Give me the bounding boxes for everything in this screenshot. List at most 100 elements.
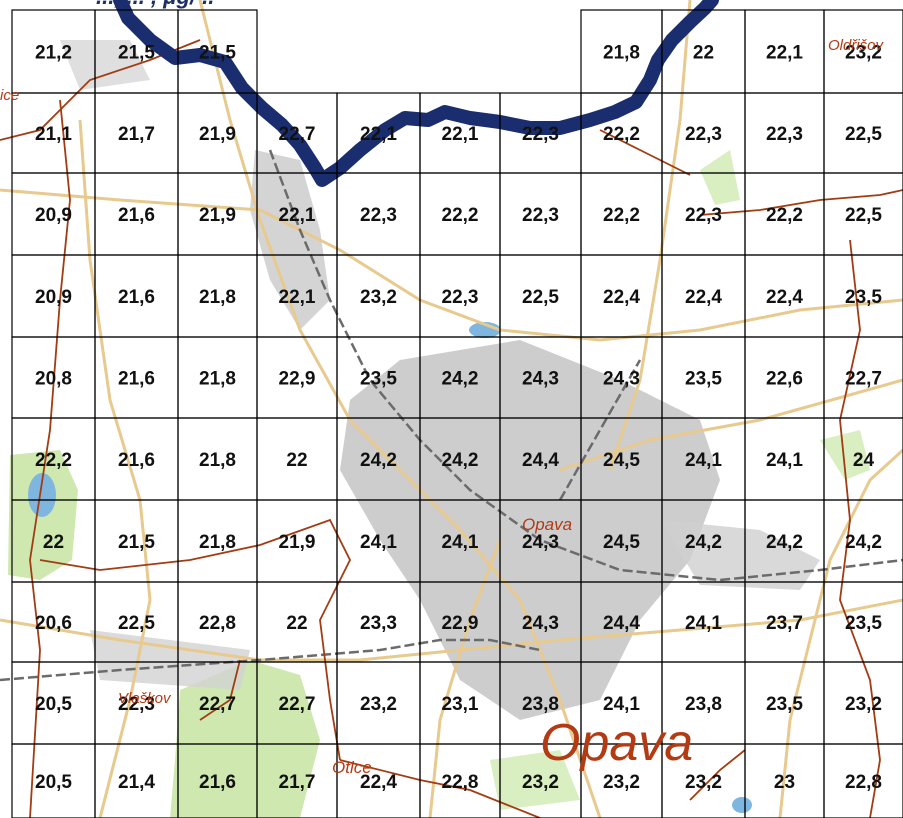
grid-cell-value: 22,1 xyxy=(442,124,479,145)
grid-cell-value: 22,9 xyxy=(279,369,316,390)
header-fragment: ..., ... , μg/ .. xyxy=(96,0,214,9)
grid-cell-value: 22,6 xyxy=(766,369,803,390)
water-bodies xyxy=(28,322,752,813)
grid-cell-value: 21,8 xyxy=(199,287,236,308)
grid-cell-value: 20,9 xyxy=(35,205,72,226)
railway xyxy=(268,149,903,582)
grid-cell-value: 24,2 xyxy=(845,532,882,553)
grid-cell-value: 21,7 xyxy=(279,772,316,793)
grid-cell-value: 21,5 xyxy=(118,532,155,553)
place-label-vlaskov: Vlaškov xyxy=(118,690,172,707)
grid-cell-value: 22 xyxy=(286,613,307,634)
pond xyxy=(28,473,56,517)
railway xyxy=(0,638,541,682)
urban-area xyxy=(660,520,820,590)
grid-cell-value: 21,6 xyxy=(199,772,236,793)
grid-cell-value: 23,5 xyxy=(845,287,882,308)
grid-cell-value: 24,2 xyxy=(442,450,479,471)
grid-cell-value: 22,3 xyxy=(442,287,479,308)
grid-cell-value: 22,1 xyxy=(360,124,397,145)
grid-cell-value: 23,5 xyxy=(845,613,882,634)
grid-cell-value: 22,1 xyxy=(279,287,316,308)
forest-area xyxy=(700,150,740,205)
grid-cell-value: 23,2 xyxy=(522,772,559,793)
grid-cell-value: 24,2 xyxy=(766,532,803,553)
grid-cell-value: 22,2 xyxy=(766,205,803,226)
grid-cell-value: 22,2 xyxy=(603,124,640,145)
grid-cell-value: 24,3 xyxy=(603,369,640,390)
grid-cell-value: 21,9 xyxy=(199,124,236,145)
grid-cell-value: 21,8 xyxy=(199,369,236,390)
grid-cell-value: 21,2 xyxy=(35,43,72,64)
urban-area xyxy=(250,150,330,330)
grid-cell-value: 23,5 xyxy=(766,694,803,715)
place-label-ice: ice xyxy=(0,87,19,104)
grid-cell-value: 21,1 xyxy=(35,124,72,145)
grid-cell-value: 22,5 xyxy=(845,124,882,145)
grid-cell-value: 21,8 xyxy=(603,43,640,64)
grid-cell-value: 20,9 xyxy=(35,287,72,308)
grid-cell-value: 20,8 xyxy=(35,369,72,390)
grid-cell-value: 22,3 xyxy=(522,124,559,145)
grid-cell-value: 22,1 xyxy=(279,205,316,226)
grid-cell-value: 22,5 xyxy=(118,613,155,634)
grid-cell-value: 22,8 xyxy=(442,772,479,793)
urban-areas xyxy=(60,40,820,720)
admin-boundary xyxy=(339,759,541,818)
grid-cell-value: 24,1 xyxy=(766,450,803,471)
grid-cell-value: 22,3 xyxy=(685,205,722,226)
grid-cell-value: 22,2 xyxy=(442,205,479,226)
grid-cell-value: 22,8 xyxy=(845,772,882,793)
place-label-otice: Otice xyxy=(332,758,372,777)
grid-cell-value: 24,4 xyxy=(603,613,640,634)
forest-area xyxy=(490,750,580,810)
grid-cell-value: 22,3 xyxy=(685,124,722,145)
railways xyxy=(0,149,903,682)
admin-boundary xyxy=(689,749,746,801)
grid-cell-value: 24,1 xyxy=(442,532,479,553)
administrative-boundaries xyxy=(0,39,903,818)
grid-cell-value: 21,6 xyxy=(118,205,155,226)
admin-boundary xyxy=(29,99,71,818)
grid-cell-value: 23,5 xyxy=(360,369,397,390)
road xyxy=(559,378,903,472)
grid-cell-value: 22,7 xyxy=(279,694,316,715)
grid-cell-value: 22,3 xyxy=(766,124,803,145)
grid-cell-value: 20,5 xyxy=(35,772,72,793)
place-label-oldrisov: Oldřišov xyxy=(828,37,885,54)
forest-area xyxy=(170,660,320,818)
forest-areas xyxy=(8,150,870,818)
grid-cell-value: 22,7 xyxy=(279,124,316,145)
grid-cell-value: 23,3 xyxy=(360,613,397,634)
grid-cell-value: 23,2 xyxy=(360,287,397,308)
grid-cell-value: 22 xyxy=(43,532,64,553)
grid-values: 21,2 21,5 21,5 21,8 22 22,1 23,2 21,1 21,7 21,9 22… xyxy=(35,43,882,794)
pond xyxy=(732,797,752,813)
road xyxy=(608,0,692,471)
grid-cell-value: 24,5 xyxy=(603,450,640,471)
road xyxy=(198,0,602,818)
grid-cell-value: 23,2 xyxy=(845,43,882,64)
grid-cell-value: 22,8 xyxy=(199,613,236,634)
grid-cell-value: 24,3 xyxy=(522,613,559,634)
grid-cell-value: 22,3 xyxy=(360,205,397,226)
admin-boundary xyxy=(699,189,903,216)
admin-boundary xyxy=(39,518,352,761)
grid-cell-value: 21,9 xyxy=(279,532,316,553)
grid-cell-value: 21,5 xyxy=(118,43,155,64)
place-label-opava-small: Opava xyxy=(522,515,572,534)
grid-cell-value: 23,5 xyxy=(685,369,722,390)
grid-cell-value: 23,1 xyxy=(442,694,479,715)
urban-area xyxy=(90,630,250,690)
grid-cell-value: 24,1 xyxy=(360,532,397,553)
road xyxy=(778,448,903,818)
grid-cell-value: 24,1 xyxy=(685,450,722,471)
grid-cell-value: 24,3 xyxy=(522,532,559,553)
grid-cell-value: 21,6 xyxy=(118,369,155,390)
grid-cell-value: 21,4 xyxy=(118,772,155,793)
grid-cell-value: 21,8 xyxy=(199,450,236,471)
grid-cell-value: 23,2 xyxy=(685,772,722,793)
grid-cell-value: 22,3 xyxy=(118,694,155,715)
